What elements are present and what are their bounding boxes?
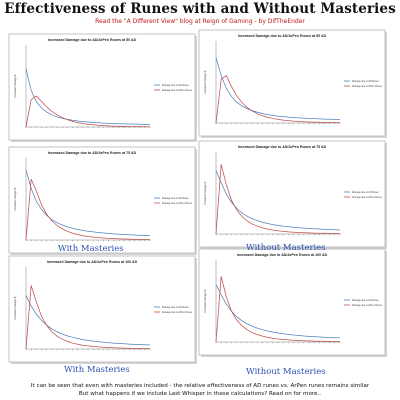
legend-label-arpen: Damage due to ArPen Runes <box>162 311 193 314</box>
series-line-arpen-runes <box>25 95 151 128</box>
without-masteries-label-bottom: Without Masteries <box>246 367 326 377</box>
chart-panel-100ad-with: Increased Damage due to AD/ArPen Runes a… <box>8 255 198 365</box>
footer-note: It can be seen that even with masteries … <box>0 382 400 398</box>
chart-title: Increased Damage due to AD/ArPen Runes a… <box>47 260 138 264</box>
chart-frame <box>8 146 196 254</box>
series-line-ad-runes <box>215 170 341 231</box>
without-masteries-label: Without Masteries <box>246 243 326 253</box>
chart-frame <box>198 248 386 356</box>
series-line-ad-runes <box>215 57 341 120</box>
y-axis-label: Increased Damage % <box>14 187 17 211</box>
blog-credit: Read the "A DIfferent View" blog at Reig… <box>95 18 305 25</box>
chart-title: Increased Damage due to AD/ArPen Runes a… <box>48 38 137 42</box>
chart-panel-50ad-with: Increased Damage due to AD/ArPen Runes a… <box>8 33 198 143</box>
legend-label-arpen: Damage due to ArPen Runes <box>352 85 383 88</box>
y-axis-label: Increased Damage % <box>204 70 207 94</box>
legend-label-arpen: Damage due to ArPen Runes <box>352 196 383 199</box>
series-line-arpen-runes <box>25 178 151 241</box>
chart-title: Increased Damage due to AD/ArPen Runes a… <box>238 145 327 149</box>
chart-frame <box>198 140 386 248</box>
chart-panel-75ad-without: Increased Damage due to AD/ArPen Runes a… <box>198 140 388 250</box>
y-axis-label: Increased Damage % <box>14 74 17 98</box>
chart-frame <box>8 33 196 141</box>
footer-line-1: It can be seen that even with masteries … <box>30 383 370 389</box>
with-masteries-label: With Masteries <box>58 244 124 254</box>
chart-panel-75ad-with: Increased Damage due to AD/ArPen Runes a… <box>8 146 198 256</box>
page-title: Effectiveness of Runes with and Without … <box>4 1 396 17</box>
series-line-ad-runes <box>25 169 151 237</box>
legend-label-ad: Damage due to AD Runes <box>162 306 190 309</box>
chart-panel-100ad-without: Increased Damage due to AD/ArPen Runes a… <box>198 248 388 358</box>
chart-frame <box>8 255 196 363</box>
legend-label-arpen: Damage due to ArPen Runes <box>162 89 193 92</box>
series-line-arpen-runes <box>215 276 341 343</box>
with-masteries-label-bottom: With Masteries <box>64 365 130 375</box>
chart-svg: Increased Damage due to AD/ArPen Runes a… <box>198 29 387 138</box>
chart-title: Increased Damage due to AD/ArPen Runes a… <box>237 253 328 257</box>
legend-label-arpen: Damage due to ArPen Runes <box>352 304 383 307</box>
y-axis-label: Increased Damage % <box>14 296 17 320</box>
series-line-arpen-runes <box>215 164 341 235</box>
chart-svg: Increased Damage due to AD/ArPen Runes a… <box>198 248 387 357</box>
legend-label-ad: Damage due to AD Runes <box>352 299 380 302</box>
series-line-arpen-runes <box>215 75 341 124</box>
series-line-ad-runes <box>215 284 341 339</box>
chart-svg: Increased Damage due to AD/ArPen Runes a… <box>8 146 197 255</box>
legend-label-ad: Damage due to AD Runes <box>352 80 380 83</box>
series-line-ad-runes <box>25 68 151 125</box>
chart-svg: Increased Damage due to AD/ArPen Runes a… <box>8 33 197 142</box>
y-axis-label: Increased Damage % <box>204 181 207 205</box>
legend-label-ad: Damage due to AD Runes <box>352 191 380 194</box>
chart-frame <box>198 29 386 137</box>
y-axis-label: Increased Damage % <box>204 289 207 313</box>
footer-line-2: But what happens if we include Last Whis… <box>78 391 322 397</box>
chart-svg: Increased Damage due to AD/ArPen Runes a… <box>8 255 197 364</box>
chart-svg: Increased Damage due to AD/ArPen Runes a… <box>198 140 387 249</box>
chart-title: Increased Damage due to AD/ArPen Runes a… <box>48 151 137 155</box>
series-line-arpen-runes <box>25 285 151 350</box>
legend-label-arpen: Damage due to ArPen Runes <box>162 202 193 205</box>
chart-title: Increased Damage due to AD/ArPen Runes a… <box>238 34 327 38</box>
legend-label-ad: Damage due to AD Runes <box>162 84 190 87</box>
chart-panel-50ad-without: Increased Damage due to AD/ArPen Runes a… <box>198 29 388 139</box>
legend-label-ad: Damage due to AD Runes <box>162 197 190 200</box>
